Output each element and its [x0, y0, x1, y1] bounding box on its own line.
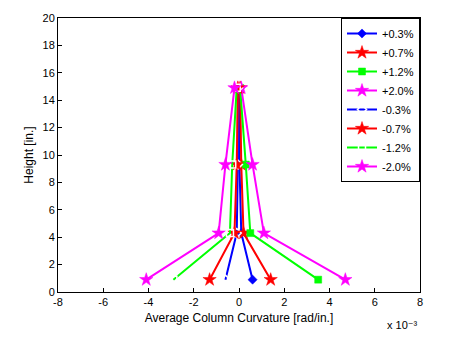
svg-text:8: 8	[49, 176, 55, 188]
svg-text:8: 8	[417, 296, 423, 308]
svg-text:-0.7%: -0.7%	[382, 123, 411, 135]
svg-text:+0.3%: +0.3%	[382, 28, 414, 40]
svg-text:20: 20	[43, 12, 55, 24]
svg-text:14: 14	[43, 94, 55, 106]
svg-text:-6: -6	[98, 296, 108, 308]
svg-text:6: 6	[372, 296, 378, 308]
svg-text:-2: -2	[189, 296, 199, 308]
svg-text:+1.2%: +1.2%	[382, 66, 414, 78]
svg-text:-2.0%: -2.0%	[382, 161, 411, 173]
svg-text:0: 0	[236, 296, 242, 308]
svg-text:2: 2	[49, 258, 55, 270]
svg-text:x 10⁻³: x 10⁻³	[387, 319, 418, 331]
svg-text:2: 2	[281, 296, 287, 308]
svg-text:4: 4	[326, 296, 332, 308]
svg-text:16: 16	[43, 67, 55, 79]
svg-text:6: 6	[49, 204, 55, 216]
svg-text:+2.0%: +2.0%	[382, 85, 414, 97]
svg-text:Height [in.]: Height [in.]	[22, 126, 36, 183]
svg-text:4: 4	[49, 231, 55, 243]
svg-text:18: 18	[43, 39, 55, 51]
svg-text:+0.7%: +0.7%	[382, 47, 414, 59]
svg-text:Average Column Curvature [rad/: Average Column Curvature [rad/in.]	[145, 311, 334, 325]
svg-text:0: 0	[49, 286, 55, 298]
svg-text:-8: -8	[53, 296, 63, 308]
svg-text:-1.2%: -1.2%	[382, 142, 411, 154]
svg-text:12: 12	[43, 121, 55, 133]
svg-text:-0.3%: -0.3%	[382, 104, 411, 116]
svg-text:10: 10	[43, 149, 55, 161]
svg-text:-4: -4	[144, 296, 154, 308]
